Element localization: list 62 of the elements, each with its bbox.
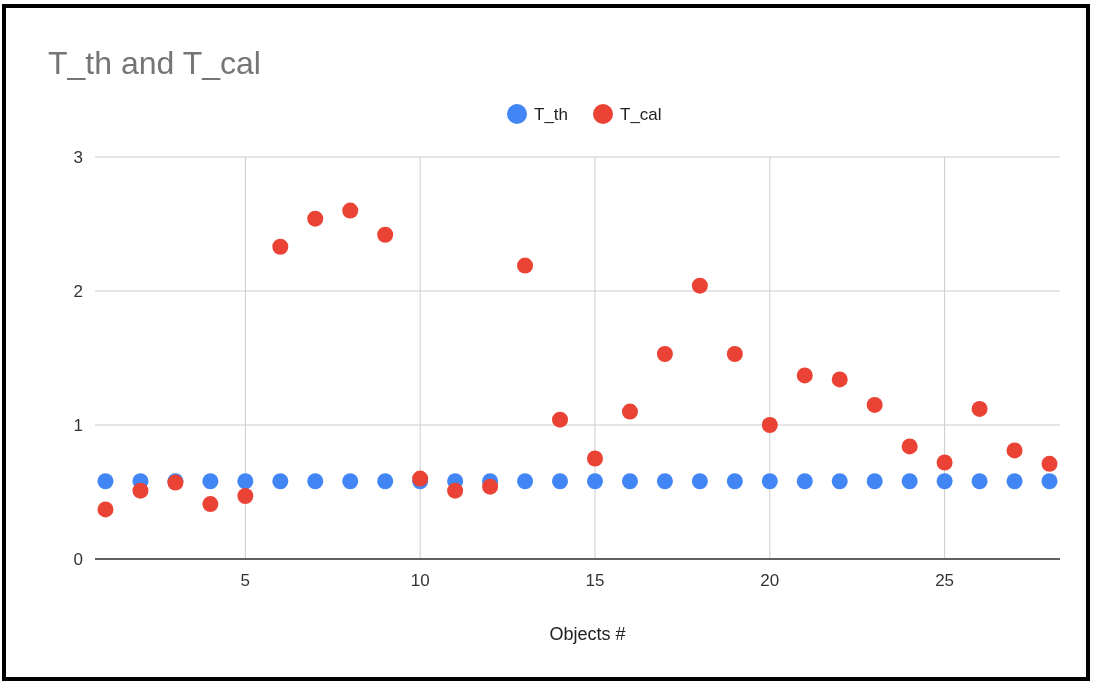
legend-label: T_th (534, 105, 569, 124)
point (552, 411, 569, 428)
point (656, 473, 673, 490)
point (796, 473, 813, 490)
point (971, 400, 988, 417)
point (866, 396, 883, 413)
point (517, 473, 534, 490)
point (202, 473, 219, 490)
point (901, 438, 918, 455)
point (936, 473, 953, 490)
point (726, 345, 743, 362)
y-tick-label: 1 (73, 416, 83, 435)
point (866, 473, 883, 490)
x-tick-label: 5 (240, 571, 251, 590)
point (342, 202, 359, 219)
x-axis-title: Objects # (549, 624, 626, 644)
point (97, 473, 114, 490)
point (691, 473, 708, 490)
point (237, 473, 254, 490)
point (1041, 473, 1058, 490)
point (377, 226, 394, 243)
y-tick-label: 3 (73, 148, 83, 167)
point (656, 345, 673, 362)
x-tick-label: 25 (935, 571, 955, 590)
x-tick-label: 10 (410, 571, 430, 590)
point (237, 488, 254, 505)
point (482, 478, 499, 495)
y-tick-label: 0 (73, 550, 83, 569)
point (586, 473, 603, 490)
point (796, 367, 813, 384)
point (97, 501, 114, 518)
point (726, 473, 743, 490)
point (831, 371, 848, 388)
point (447, 482, 464, 499)
point (691, 277, 708, 294)
legend-label: T_cal (620, 105, 662, 124)
point (761, 473, 778, 490)
point (377, 473, 394, 490)
x-tick-label: 15 (585, 571, 605, 590)
point (202, 496, 219, 513)
chart-title: T_th and T_cal (48, 45, 261, 81)
y-tick-label: 2 (73, 282, 83, 301)
point (307, 210, 324, 227)
point (1006, 473, 1023, 490)
point (552, 473, 569, 490)
point (517, 257, 534, 274)
point (342, 473, 359, 490)
point (272, 473, 289, 490)
point (621, 403, 638, 420)
point (936, 454, 953, 471)
point (831, 473, 848, 490)
point (1006, 442, 1023, 459)
point (272, 238, 289, 255)
x-tick-label: 20 (760, 571, 780, 590)
point (901, 473, 918, 490)
point (586, 450, 603, 467)
point (971, 473, 988, 490)
point (621, 473, 638, 490)
point (1041, 455, 1058, 472)
point (132, 482, 149, 499)
point (307, 473, 324, 490)
point (761, 417, 778, 433)
